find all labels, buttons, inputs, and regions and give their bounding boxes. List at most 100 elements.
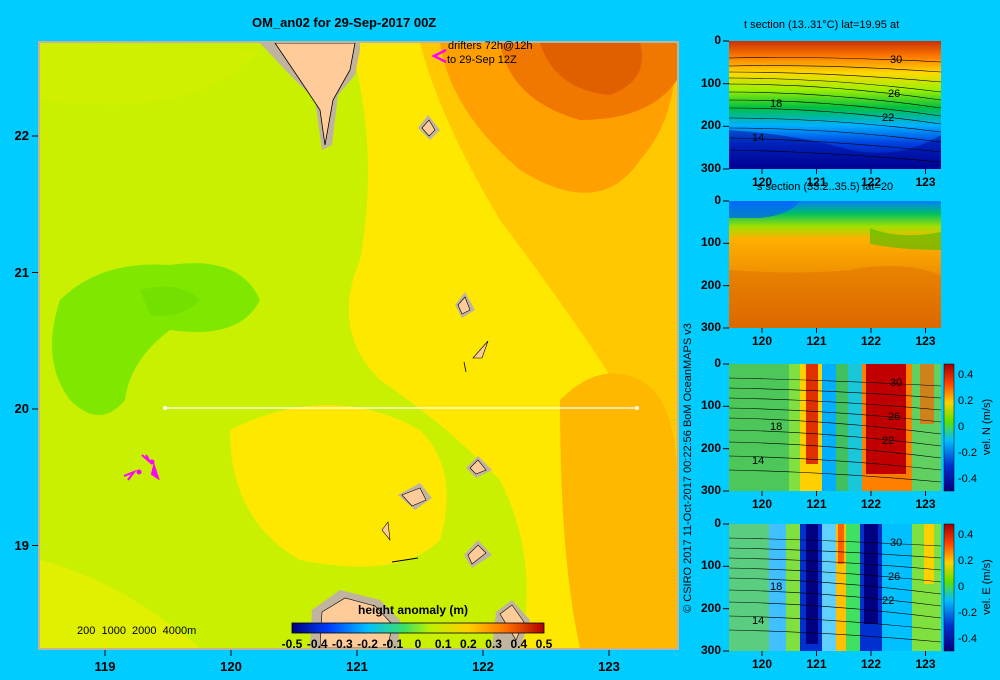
contour-label: 18 xyxy=(770,421,783,433)
drifters-legend-line2: to 29-Sep 12Z xyxy=(447,54,517,66)
t-section-field xyxy=(729,41,941,169)
section-y-tick-label: 100 xyxy=(700,75,721,90)
vel-e-colorbar-label: vel. E (m/s) xyxy=(981,559,993,615)
colorbar-tick-label: -0.1 xyxy=(382,637,404,651)
map-y-ticks xyxy=(32,135,38,546)
section-x-tick-label: 123 xyxy=(915,657,936,671)
colorbar-tick-label: 0.4 xyxy=(510,637,528,651)
map-x-ticks xyxy=(104,650,610,656)
vel-colorbar-tick-label: 0.4 xyxy=(958,529,974,541)
vel-n-colorbar xyxy=(943,363,955,492)
vel-e-section-panel xyxy=(728,524,942,651)
section-x-tick-label: 121 xyxy=(806,657,827,671)
vel-colorbar-tick-label: -0.2 xyxy=(958,447,977,459)
contour-label: 26 xyxy=(888,571,901,583)
contour-label: 30 xyxy=(890,377,903,389)
vel-n-section-panel xyxy=(728,364,942,491)
drifter-legend-arrow xyxy=(431,48,447,64)
section-x-tick-label: 123 xyxy=(915,334,936,348)
section-y-tick-label: 300 xyxy=(700,161,721,175)
section-y-tick-label: 200 xyxy=(700,440,721,455)
map-x-tick-label: 119 xyxy=(94,659,116,674)
section-x-tick-label: 123 xyxy=(915,175,936,189)
contour-label: 14 xyxy=(752,455,765,467)
section-x-tick-label: 122 xyxy=(860,657,882,671)
map-x-tick-label: 122 xyxy=(472,659,494,674)
colorbar-tick-label: 0.5 xyxy=(535,637,553,651)
section-x-tick-label: 120 xyxy=(751,497,773,511)
contour-label: 22 xyxy=(882,595,895,607)
section-y-tick-label: 0 xyxy=(714,193,721,207)
vel-e-contours xyxy=(728,537,942,643)
section-y-tick-label: 0 xyxy=(714,356,721,370)
section-y-tick-label: 200 xyxy=(700,600,721,615)
section-y-tick-label: 100 xyxy=(700,235,721,250)
section-x-tick-label: 122 xyxy=(860,497,882,511)
section-y-tick-label: 200 xyxy=(700,277,721,292)
colorbar-tick-label: -0.2 xyxy=(357,637,378,651)
t-section-title: t section (13..31°C) lat=19.95 at xyxy=(744,19,900,31)
map-y-tick-label: 20 xyxy=(14,401,29,416)
contour-label: 30 xyxy=(890,54,903,66)
map-y-tick-label: 19 xyxy=(14,537,29,553)
vel-colorbar-tick-label: -0.4 xyxy=(958,633,977,645)
map-x-tick-label: 121 xyxy=(346,659,368,674)
vel-colorbar-tick-label: 0.2 xyxy=(958,395,974,407)
contour-label: 18 xyxy=(770,581,783,593)
section-y-tick-label: 300 xyxy=(700,643,721,657)
drifters-legend-line1: drifters 72h@12h xyxy=(448,40,533,52)
map-title: OM_an02 for 29-Sep-2017 00Z xyxy=(252,15,437,30)
vel-e-colorbar xyxy=(943,523,955,652)
section-x-tick-label: 122 xyxy=(860,175,882,189)
colorbar-tick-label: -0.4 xyxy=(306,637,328,651)
s-section-title: s section (33.2..35.5) lat=20 xyxy=(757,181,894,193)
section-x-tick-label: 121 xyxy=(806,334,827,348)
section-y-tick-label: 0 xyxy=(714,516,721,530)
section-y-tick-label: 300 xyxy=(700,483,721,497)
section-x-tick-label: 121 xyxy=(806,497,827,511)
vel-colorbar-tick-label: 0 xyxy=(958,581,965,593)
section-y-tick-label: 100 xyxy=(700,398,721,413)
colorbar-title: height anomaly (m) xyxy=(358,603,469,617)
contour-label: 26 xyxy=(888,411,901,423)
vel-colorbar-tick-label: -0.2 xyxy=(958,607,977,619)
contour-label: 22 xyxy=(882,112,895,124)
section-y-tick-label: 200 xyxy=(700,118,721,133)
colorbar-tick-label: -0.5 xyxy=(281,637,303,651)
contour-label: 26 xyxy=(888,88,901,100)
section-y-tick-label: 100 xyxy=(700,558,721,573)
vel-n-contours xyxy=(728,377,942,483)
map-y-tick-label: 22 xyxy=(14,128,29,143)
section-y-tick-label: 0 xyxy=(714,33,721,47)
depth-legend: 200 1000 2000 4000m xyxy=(77,625,197,637)
colorbar-tick-label: 0.3 xyxy=(485,637,502,651)
height-anomaly-map xyxy=(32,41,679,656)
t-section-panel xyxy=(728,41,942,169)
section-y-tick-label: 300 xyxy=(700,320,721,334)
contour-label: 14 xyxy=(752,132,765,144)
credit-text: © CSIRO 2017 11-Oct-2017 00:22:56 BoM Oc… xyxy=(682,323,694,613)
contour-label: 14 xyxy=(752,615,765,627)
colorbar-tick-label: 0.2 xyxy=(460,637,477,651)
section-ticks xyxy=(723,40,926,656)
s-section-panel xyxy=(729,201,941,328)
colorbar-tick-label: 0.1 xyxy=(434,637,452,651)
vel-colorbar-tick-label: 0 xyxy=(958,421,965,433)
vel-n-colorbar-label: vel. N (m/s) xyxy=(981,398,993,456)
vel-colorbar-tick-label: 0.2 xyxy=(958,555,974,567)
section-x-tick-label: 120 xyxy=(751,657,773,671)
section-x-tick-label: 120 xyxy=(751,334,773,348)
section-x-tick-label: 123 xyxy=(915,497,936,511)
vel-colorbar-tick-label: -0.4 xyxy=(958,473,977,485)
height-colorbar xyxy=(291,622,545,634)
section-x-tick-label: 120 xyxy=(751,175,773,189)
contour-label: 30 xyxy=(890,537,903,549)
section-x-tick-label: 122 xyxy=(860,334,882,348)
section-x-tick-label: 121 xyxy=(806,175,827,189)
drifter-tracks xyxy=(123,454,160,481)
colorbar-tick-label: -0.3 xyxy=(332,637,353,651)
map-x-tick-label: 123 xyxy=(598,659,620,674)
contour-label: 22 xyxy=(882,435,895,447)
t-section-contours xyxy=(728,57,942,163)
